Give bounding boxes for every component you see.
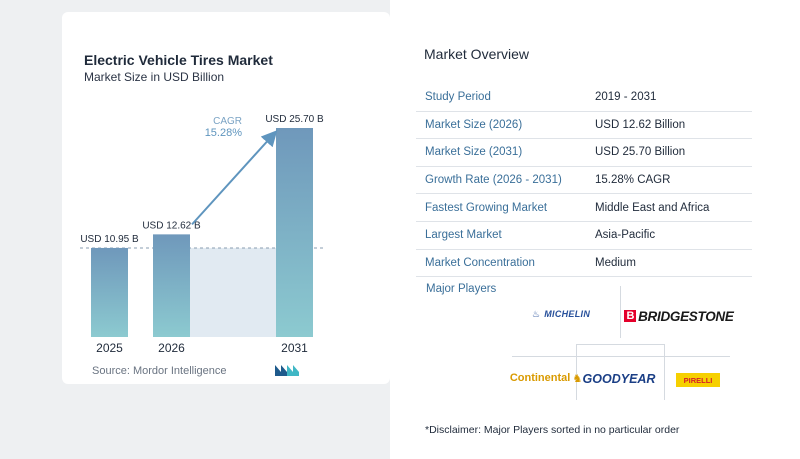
overview-row: Largest Market Asia-Pacific	[416, 221, 752, 250]
x-tick-label: 2026	[158, 341, 185, 355]
cagr-value: 15.28%	[205, 127, 243, 139]
chart-subtitle: Market Size in USD Billion	[84, 70, 225, 84]
cagr-label: CAGR	[213, 116, 242, 127]
bar-chart: USD 10.95 B 2025 USD 12.62 B 2026 USD 25.70 …	[80, 114, 324, 355]
overview-table: Study Period 2019 - 2031 Market Size (2026…	[416, 84, 752, 278]
goodyear-box-right	[664, 344, 665, 400]
major-players-title: Major Players	[426, 283, 497, 295]
overview-row: Growth Rate (2026 - 2031) 15.28% CAGR	[416, 166, 752, 195]
overview-row: Study Period 2019 - 2031	[416, 84, 752, 112]
continental-logo-text: Continental	[509, 372, 571, 384]
overview-key: Market Concentration	[416, 249, 585, 278]
overview-row: Fastest Growing Market Middle East and Af…	[416, 193, 752, 222]
overview-key: Market Size (2026)	[416, 111, 585, 140]
x-tick-label: 2031	[281, 341, 308, 355]
bar-value-label: USD 12.62 B	[142, 220, 201, 231]
major-players-grid: ♨ MICHELIN B BRIDGESTONE Continental ♞ G…	[500, 286, 740, 408]
overview-value: Medium	[585, 249, 752, 278]
bar-2025	[91, 247, 128, 337]
overview-row: Market Size (2031) USD 25.70 Billion	[416, 138, 752, 167]
mordor-logo-icon	[275, 365, 299, 376]
bridgestone-b-icon: B	[624, 310, 637, 322]
chart-title: Electric Vehicle Tires Market	[84, 52, 273, 68]
continental-logo: Continental ♞	[508, 368, 584, 388]
bridgestone-logo: B BRIDGESTONE	[624, 302, 734, 330]
overview-value: Middle East and Africa	[585, 193, 752, 222]
horse-icon: ♞	[572, 372, 583, 385]
michelin-logo-text: MICHELIN	[544, 309, 591, 319]
overview-value: USD 25.70 Billion	[585, 138, 752, 167]
goodyear-box-left	[576, 344, 577, 400]
overview-value: USD 12.62 Billion	[585, 111, 752, 140]
cagr-arrow	[191, 130, 278, 226]
overview-row: Market Concentration Medium	[416, 249, 752, 278]
bridgestone-logo-text: BRIDGESTONE	[638, 308, 734, 324]
overview-title: Market Overview	[424, 46, 530, 62]
disclaimer: *Disclaimer: Major Players sorted in no …	[425, 424, 680, 436]
goodyear-logo: GOODYEAR	[582, 368, 656, 390]
overview-key: Study Period	[416, 84, 585, 112]
bar-2026	[153, 234, 190, 337]
divider-horizontal	[512, 356, 730, 357]
overview-value: 2019 - 2031	[585, 84, 752, 112]
michelin-logo: ♨ MICHELIN	[504, 300, 618, 328]
goodyear-logo-text: GOODYEAR	[582, 372, 656, 386]
goodyear-box-top	[576, 344, 665, 345]
overview-key: Market Size (2031)	[416, 138, 585, 167]
bar-2031	[276, 128, 313, 337]
growth-shade	[190, 247, 276, 337]
overview-value: 15.28% CAGR	[585, 166, 752, 195]
overview-row: Market Size (2026) USD 12.62 Billion	[416, 111, 752, 140]
pirelli-logo-text: PIRELLI	[683, 375, 713, 385]
bar-value-label: USD 10.95 B	[80, 234, 139, 245]
michelin-man-icon: ♨	[531, 308, 541, 319]
bar-value-label: USD 25.70 B	[265, 114, 324, 125]
source-note: Source: Mordor Intelligence	[92, 365, 227, 377]
x-tick-label: 2025	[96, 341, 123, 355]
divider-vertical-top	[620, 286, 621, 338]
overview-key: Largest Market	[416, 221, 585, 250]
overview-key: Fastest Growing Market	[416, 193, 585, 222]
overview-key: Growth Rate (2026 - 2031)	[416, 166, 585, 195]
overview-value: Asia-Pacific	[585, 221, 752, 250]
pirelli-logo: PIRELLI	[676, 373, 720, 387]
